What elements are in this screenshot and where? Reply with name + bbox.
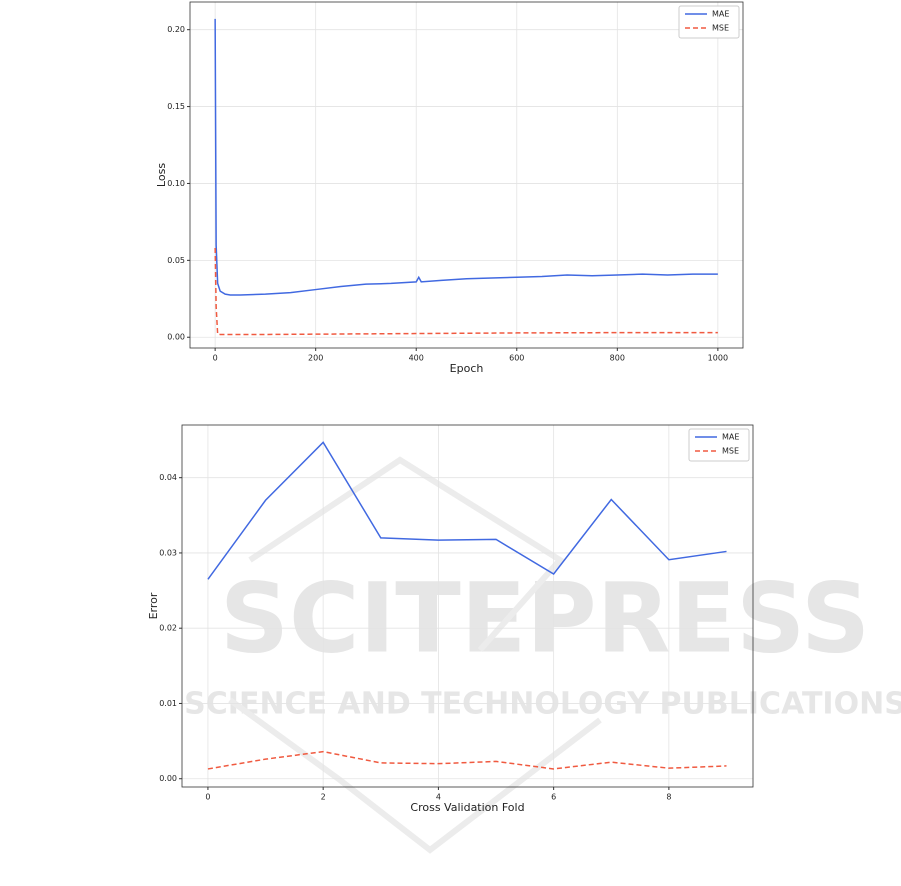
x-tick-label: 8: [666, 793, 671, 802]
y-tick-label: 0.15: [167, 102, 185, 111]
plot-frame: [189, 1, 744, 349]
y-tick-label: 0.05: [167, 256, 185, 265]
series-line: [214, 18, 718, 296]
y-tick-label: 0.02: [159, 624, 177, 633]
y-tick-label: 0.00: [167, 333, 185, 342]
y-tick-label: 0.10: [167, 179, 185, 188]
x-tick-label: 0: [213, 354, 218, 363]
legend-label: MAE: [722, 433, 739, 442]
y-tick-label: 0.03: [159, 548, 177, 557]
y-axis-label: Error: [147, 592, 160, 619]
y-tick-label: 0.00: [159, 774, 177, 783]
x-tick-label: 0: [205, 793, 210, 802]
watermark-shape: [228, 697, 602, 854]
legend-label: MSE: [712, 24, 729, 33]
watermark-shape: [248, 456, 565, 652]
x-tick-label: 2: [321, 793, 326, 802]
x-tick-label: 400: [409, 354, 424, 363]
series-line: [207, 441, 727, 580]
x-tick-label: 600: [509, 354, 524, 363]
x-axis-label: Epoch: [450, 362, 484, 375]
x-tick-label: 200: [308, 354, 323, 363]
legend-label: MAE: [712, 10, 729, 19]
legend-box: [688, 428, 750, 462]
y-axis-label: Loss: [155, 163, 168, 187]
x-tick-label: 6: [551, 793, 556, 802]
plot-frame: [181, 424, 754, 788]
x-tick-label: 1000: [708, 354, 728, 363]
legend-label: MSE: [722, 447, 739, 456]
x-tick-label: 800: [610, 354, 625, 363]
y-tick-label: 0.01: [159, 699, 177, 708]
x-tick-label: 4: [436, 793, 441, 802]
series-line: [207, 750, 727, 770]
y-tick-label: 0.04: [159, 473, 177, 482]
watermark-subtitle: SCIENCE AND TECHNOLOGY PUBLICATIONS: [184, 687, 901, 722]
y-tick-label: 0.20: [167, 25, 185, 34]
series-line: [214, 248, 718, 336]
legend-box: [678, 5, 740, 39]
x-axis-label: Cross Validation Fold: [410, 801, 524, 814]
